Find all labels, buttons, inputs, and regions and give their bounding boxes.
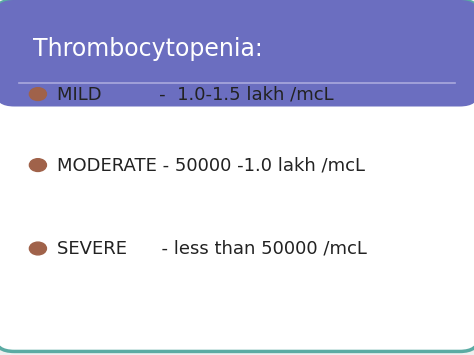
FancyBboxPatch shape (0, 0, 474, 106)
Bar (14, 65, 460, 92)
Text: SEVERE      - less than 50000 /mcL: SEVERE - less than 50000 /mcL (57, 240, 367, 257)
Text: MILD          -  1.0-1.5 lakh /mcL: MILD - 1.0-1.5 lakh /mcL (57, 85, 334, 103)
Text: Thrombocytopenia:: Thrombocytopenia: (33, 37, 263, 61)
Circle shape (29, 159, 46, 171)
Circle shape (29, 242, 46, 255)
Text: MODERATE - 50000 -1.0 lakh /mcL: MODERATE - 50000 -1.0 lakh /mcL (57, 156, 365, 174)
Circle shape (29, 88, 46, 100)
